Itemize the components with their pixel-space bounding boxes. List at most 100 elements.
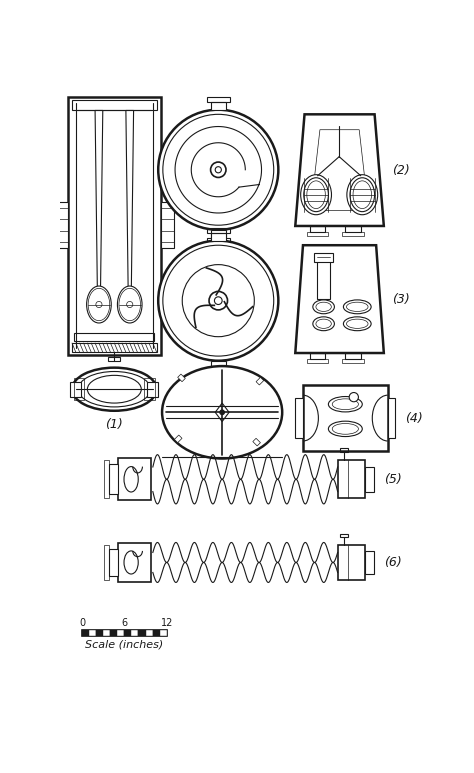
Ellipse shape — [162, 366, 282, 458]
Bar — [153, 630, 160, 636]
Bar — [342, 232, 364, 236]
Bar — [96, 630, 103, 636]
Bar — [210, 102, 226, 110]
Bar — [146, 630, 153, 636]
Bar — [108, 357, 120, 361]
Text: (1): (1) — [105, 418, 123, 431]
Bar — [110, 630, 117, 636]
Ellipse shape — [343, 317, 371, 331]
Bar — [82, 630, 89, 636]
Ellipse shape — [124, 551, 138, 574]
Bar — [388, 398, 395, 438]
Bar — [68, 97, 161, 355]
Bar — [71, 382, 81, 397]
Ellipse shape — [210, 162, 226, 178]
Bar — [72, 343, 157, 352]
Bar — [174, 435, 182, 443]
Bar — [89, 630, 96, 636]
Bar — [82, 630, 167, 636]
Text: 0: 0 — [79, 618, 85, 628]
Ellipse shape — [118, 286, 142, 323]
Text: Scale (inches): Scale (inches) — [85, 639, 164, 649]
Ellipse shape — [209, 291, 228, 310]
Ellipse shape — [347, 175, 378, 215]
Bar — [340, 448, 348, 451]
Bar — [256, 377, 264, 385]
Bar — [365, 551, 374, 574]
Polygon shape — [215, 403, 229, 421]
Ellipse shape — [87, 286, 111, 323]
Ellipse shape — [158, 110, 278, 230]
Bar — [161, 202, 174, 248]
Bar — [207, 227, 230, 233]
Text: (5): (5) — [384, 473, 401, 485]
Ellipse shape — [220, 410, 225, 414]
Polygon shape — [126, 111, 134, 293]
Bar — [73, 379, 84, 400]
Ellipse shape — [349, 393, 358, 402]
Bar — [310, 226, 325, 232]
Bar — [345, 226, 361, 232]
Bar — [337, 460, 365, 499]
Bar — [210, 361, 226, 369]
Bar — [365, 467, 374, 492]
Bar — [160, 630, 167, 636]
Text: 6: 6 — [121, 618, 128, 628]
Bar — [342, 359, 364, 363]
Ellipse shape — [313, 317, 334, 331]
Bar — [207, 97, 230, 102]
Bar — [303, 386, 388, 451]
Bar — [104, 545, 109, 580]
Bar — [72, 100, 157, 110]
Text: (6): (6) — [384, 556, 401, 569]
Bar — [131, 630, 138, 636]
Ellipse shape — [328, 397, 362, 412]
Bar — [55, 202, 68, 248]
Bar — [138, 630, 146, 636]
Text: (3): (3) — [392, 293, 409, 305]
Ellipse shape — [328, 421, 362, 437]
Bar — [178, 374, 185, 382]
Bar — [295, 398, 303, 438]
Bar — [124, 630, 131, 636]
Bar — [145, 379, 155, 400]
Bar — [118, 543, 151, 582]
Polygon shape — [295, 114, 384, 226]
Text: 12: 12 — [161, 618, 173, 628]
Bar — [161, 208, 174, 242]
Bar — [209, 374, 228, 377]
Ellipse shape — [72, 368, 157, 410]
Bar — [147, 382, 158, 397]
Bar — [340, 533, 348, 537]
Bar — [318, 257, 330, 299]
Bar — [310, 353, 325, 359]
Ellipse shape — [158, 240, 278, 361]
Text: (4): (4) — [405, 411, 422, 424]
Bar — [207, 369, 230, 374]
Bar — [117, 630, 124, 636]
Ellipse shape — [313, 300, 334, 314]
Bar — [103, 630, 110, 636]
Polygon shape — [95, 111, 103, 293]
Bar — [104, 460, 109, 499]
Bar — [209, 243, 228, 246]
Ellipse shape — [301, 175, 331, 215]
Bar — [253, 438, 260, 446]
Bar — [307, 359, 328, 363]
Bar — [118, 458, 151, 500]
Bar — [307, 232, 328, 236]
Bar — [74, 333, 155, 341]
Bar — [210, 233, 226, 240]
Bar — [109, 465, 118, 494]
Bar — [210, 230, 226, 237]
Bar — [55, 208, 68, 242]
Bar — [109, 549, 118, 576]
Polygon shape — [295, 245, 384, 353]
Text: (2): (2) — [392, 164, 409, 177]
Bar — [345, 353, 361, 359]
Ellipse shape — [124, 467, 138, 492]
Ellipse shape — [343, 300, 371, 314]
Bar — [207, 237, 230, 243]
Bar — [314, 253, 333, 262]
Bar — [337, 545, 365, 580]
